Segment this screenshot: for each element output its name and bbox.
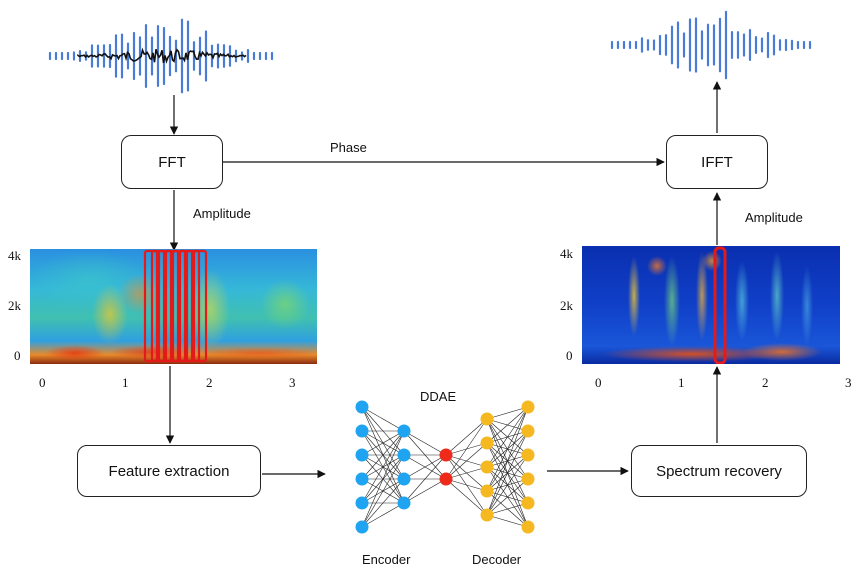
frame-highlight-right [713,246,727,364]
neuron [397,496,411,510]
neuron [521,496,535,510]
nn-edge [403,454,447,480]
enhanced-waveform [610,10,812,80]
feature-extraction-box: Feature extraction [77,445,261,497]
neuron [521,448,535,462]
ddae-title: DDAE [420,389,457,404]
ddae-neurons [355,400,535,534]
neuron [439,472,453,486]
neuron [521,520,535,534]
spectrum-recovery-box: Spectrum recovery [631,445,807,497]
y-tick-0-left: 0 [14,348,21,363]
nn-edge [445,418,488,456]
nn-edge [445,442,488,480]
nn-edge [445,478,488,516]
frame-box [157,249,173,363]
neuron [355,496,369,510]
x-tick-1-left: 1 [122,375,129,390]
nn-edge [361,430,405,480]
nn-edge [486,406,529,444]
nn-edge [486,406,529,468]
neuron [480,436,494,450]
neuron [521,400,535,414]
ifft-label: IFFT [701,153,733,171]
nn-edge [361,430,405,528]
x-tick-0-left: 0 [39,375,46,390]
y-tick-4k-left: 4k [8,248,21,263]
nn-edge [486,478,529,516]
nn-edge [403,478,447,504]
x-tick-3-right: 3 [845,375,852,390]
neuron [355,400,369,414]
nn-edge [486,514,529,528]
nn-edge [361,430,405,456]
y-tick-2k-right: 2k [560,298,573,313]
nn-edge [486,406,529,492]
ifft-box: IFFT [666,135,768,189]
neuron [480,460,494,474]
nn-edge [486,454,529,516]
neuron [521,472,535,486]
neuron [355,520,369,534]
phase-label: Phase [330,140,367,155]
nn-edge [445,418,488,480]
nn-edge [445,466,488,480]
neuron [397,424,411,438]
neuron [480,508,494,522]
amplitude-label-left: Amplitude [193,206,251,221]
y-tick-0-right: 0 [566,348,573,363]
nn-edge [403,454,447,504]
nn-edge [486,502,529,516]
neuron [480,412,494,426]
frame-box [178,249,194,363]
nn-edge [403,430,447,456]
noisy-waveform [48,18,274,94]
frame-box [171,249,187,363]
neuron [480,484,494,498]
amplitude-label-right: Amplitude [745,210,803,225]
nn-edge [361,406,405,432]
neuron [355,424,369,438]
y-tick-4k-right: 4k [560,246,573,261]
frame-box [192,249,208,363]
x-tick-0-right: 0 [595,375,602,390]
decoder-label: Decoder [472,552,522,567]
x-tick-1-right: 1 [678,375,685,390]
nn-edge [361,502,405,528]
nn-edge [486,406,529,420]
x-tick-3-left: 3 [289,375,296,390]
enhanced-spectrogram [582,246,840,364]
nn-edge [486,430,529,516]
neuron [355,472,369,486]
neuron [521,424,535,438]
x-tick-2-right: 2 [762,375,769,390]
noise-trace [77,47,247,64]
frame-box [150,249,166,363]
encoder-label: Encoder [362,552,411,567]
neuron [355,448,369,462]
ddae-connections [361,406,529,528]
neuron [397,448,411,462]
feature-extraction-label: Feature extraction [108,462,230,480]
neuron [439,448,453,462]
nn-edge [361,454,405,528]
nn-edge [445,478,488,492]
frame-box [185,249,201,363]
frame-highlight-left [143,249,208,363]
y-tick-2k-left: 2k [8,298,21,313]
neuron [397,472,411,486]
fft-label: FFT [158,153,186,171]
spectrum-recovery-label: Spectrum recovery [656,462,782,480]
nn-edge [486,406,529,516]
fft-box: FFT [121,135,223,189]
x-tick-2-left: 2 [206,375,213,390]
nn-edge [361,478,405,528]
frame-box [164,249,180,363]
frame-box [143,249,159,363]
nn-edge [361,430,405,504]
